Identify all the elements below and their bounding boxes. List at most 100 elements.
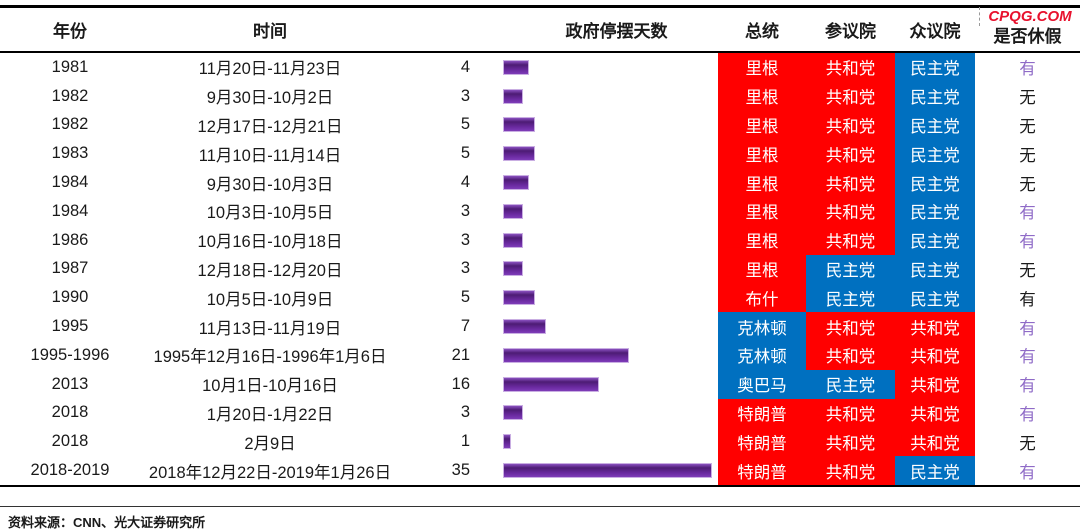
year-cell: 1990	[51, 288, 89, 307]
time-cell: 10月3日-10月5日	[206, 204, 334, 223]
days-bar-cell	[503, 399, 718, 428]
spacer	[480, 168, 503, 197]
days-value-cell: 1	[460, 432, 470, 451]
shutdown-days-bar	[503, 463, 712, 479]
table-row: 1982 9月30日-10月2日 3 里根 共和党 民主党 无	[0, 81, 1080, 111]
time-cell: 10月1日-10月16日	[202, 377, 338, 396]
days-bar-cell	[503, 168, 718, 197]
table-body: 1981 11月20日-11月23日 4 里根 共和党 民主党有 1982 9月30日-10月…	[0, 53, 1080, 485]
days-value-cell: 35	[451, 461, 470, 480]
house-cell: 民主党	[895, 110, 975, 140]
president-cell: 里根	[718, 196, 806, 226]
table-row: 2013 10月1日-10月16日 16 奥巴马 民主党 共和党 有	[0, 369, 1080, 399]
senate-cell: 共和党	[806, 225, 895, 255]
spacer	[480, 341, 503, 370]
senate-cell: 共和党	[806, 139, 895, 169]
senate-cell: 共和党	[806, 456, 895, 485]
time-cell: 12月17日-12月21日	[197, 117, 343, 136]
days-value-cell: 5	[460, 288, 470, 307]
source-note: 资料来源：CNN、光大证券研究所	[8, 514, 206, 530]
house-cell: 民主党	[895, 81, 975, 111]
days-value-cell: 3	[460, 86, 470, 105]
year-cell: 1995-1996	[30, 345, 110, 364]
president-cell: 里根	[718, 110, 806, 140]
senate-cell: 共和党	[806, 196, 895, 226]
days-value-cell: 4	[460, 173, 470, 192]
vacation-cell: 无	[1019, 89, 1036, 108]
days-bar-cell	[503, 427, 718, 456]
shutdown-days-bar	[503, 405, 523, 421]
time-cell: 9月30日-10月2日	[206, 89, 334, 108]
days-bar-cell	[503, 283, 718, 312]
senate-cell: 共和党	[806, 427, 895, 457]
time-cell: 2月9日	[244, 434, 296, 453]
senate-cell: 共和党	[806, 81, 895, 111]
year-cell: 1982	[51, 115, 89, 134]
spacer	[480, 312, 503, 341]
year-cell: 2018	[51, 432, 89, 451]
time-cell: 1995年12月16日-1996年1月6日	[153, 348, 387, 367]
days-bar-cell	[503, 370, 718, 399]
president-cell: 克林顿	[718, 312, 806, 341]
senate-cell: 共和党	[806, 340, 895, 370]
spacer	[480, 370, 503, 399]
year-cell: 1982	[51, 86, 89, 105]
spacer	[480, 255, 503, 284]
spacer	[480, 399, 503, 428]
year-cell: 2018	[51, 403, 89, 422]
vacation-cell: 有	[1019, 233, 1036, 252]
house-cell: 共和党	[895, 398, 975, 428]
days-value-cell: 4	[460, 57, 470, 76]
shutdown-days-bar	[503, 232, 523, 248]
days-value-cell: 16	[451, 374, 470, 393]
table-row: 1983 11月10日-11月14日 5 里根 共和党 民主党 无	[0, 139, 1080, 169]
time-cell: 10月16日-10月18日	[197, 233, 343, 252]
vacation-cell: 有	[1019, 377, 1036, 396]
top-border-line	[0, 5, 1080, 8]
house-cell: 民主党	[895, 53, 975, 82]
table-row: 2018 2月9日 1 特朗普 共和党 共和党无	[0, 427, 1080, 457]
shutdown-days-bar	[503, 203, 523, 219]
president-cell: 里根	[718, 81, 806, 111]
shutdown-days-bar	[503, 59, 529, 75]
vacation-cell: 有	[1019, 60, 1036, 79]
days-value-cell: 5	[460, 144, 470, 163]
shutdown-days-bar	[503, 261, 523, 277]
cpqg-logo: CPQG.COM	[979, 7, 1075, 26]
spacer	[480, 427, 503, 456]
house-cell: 民主党	[895, 254, 975, 284]
vacation-cell: 无	[1019, 261, 1036, 280]
header-shutdown-days: 政府停摆天数	[565, 22, 668, 41]
days-bar-cell	[503, 312, 718, 341]
shutdown-days-bar	[503, 290, 535, 306]
days-value-cell: 3	[460, 201, 470, 220]
senate-cell: 共和党	[806, 110, 895, 140]
time-cell: 1月20日-1月22日	[206, 405, 334, 424]
table-row: 1987 12月18日-12月20日 3 里根 民主党 民主党无	[0, 254, 1080, 284]
days-value-cell: 3	[460, 230, 470, 249]
house-cell: 共和党	[895, 340, 975, 370]
days-bar-cell	[503, 456, 718, 485]
time-cell: 12月18日-12月20日	[197, 261, 343, 280]
president-cell: 里根	[718, 254, 806, 284]
table-row: 2018 1月20日-1月22日 3 特朗普 共和党 共和党有	[0, 398, 1080, 428]
house-cell: 民主党	[895, 283, 975, 313]
table-row: 1995-1996 1995年12月16日-1996年1月6日 21 克林顿 共和党 共和…	[0, 340, 1080, 370]
house-cell: 民主党	[895, 225, 975, 255]
vacation-cell: 有	[1019, 319, 1036, 338]
shutdown-days-bar	[503, 146, 535, 162]
vacation-cell: 无	[1019, 146, 1036, 165]
year-cell: 1984	[51, 201, 89, 220]
days-bar-cell	[503, 226, 718, 255]
table-row: 1982 12月17日-12月21日 5 里根 共和党 民主党 无	[0, 110, 1080, 140]
time-cell: 11月10日-11月14日	[198, 146, 342, 165]
house-cell: 民主党	[895, 139, 975, 169]
table-row: 1990 10月5日-10月9日 5 布什 民主党 民主党有	[0, 283, 1080, 313]
president-cell: 克林顿	[718, 340, 806, 370]
spacer	[480, 197, 503, 226]
vacation-cell: 有	[1019, 204, 1036, 223]
year-cell: 1984	[51, 173, 89, 192]
spacer	[480, 456, 503, 485]
president-cell: 里根	[718, 225, 806, 255]
senate-cell: 共和党	[806, 53, 895, 82]
